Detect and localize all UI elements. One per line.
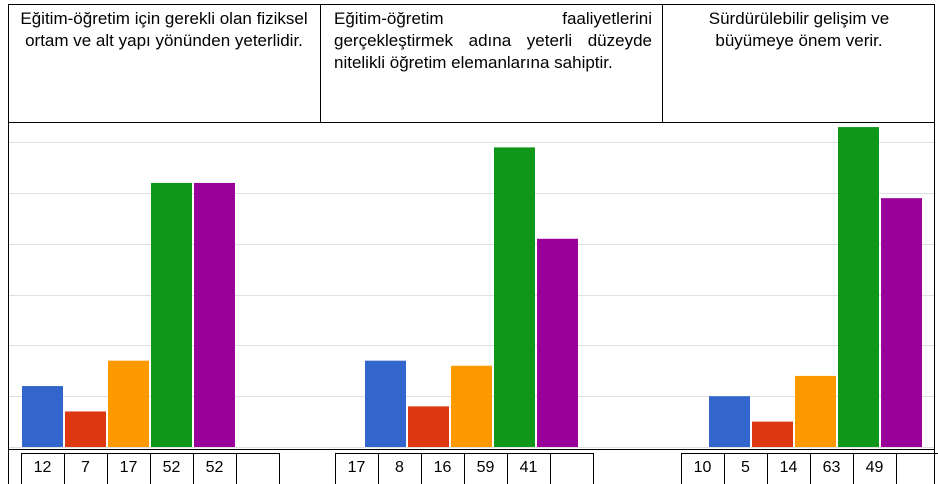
value-label: 7 xyxy=(81,459,90,476)
value-label: 8 xyxy=(395,459,404,476)
bar xyxy=(752,421,793,447)
value-box xyxy=(236,453,280,484)
value-label: 49 xyxy=(866,459,884,476)
bar xyxy=(451,365,492,447)
value-label: 16 xyxy=(434,459,452,476)
bar xyxy=(365,360,406,447)
value-label: 12 xyxy=(34,459,52,476)
bar xyxy=(408,406,449,447)
table-border xyxy=(8,4,935,484)
bar xyxy=(194,182,235,447)
header-cell: Eğitim-öğretim için gerekli olan fizikse… xyxy=(20,9,308,50)
bar xyxy=(151,182,192,447)
value-label: 17 xyxy=(348,459,366,476)
value-box xyxy=(550,453,594,484)
bar xyxy=(709,396,750,447)
bar xyxy=(537,238,578,447)
value-label: 41 xyxy=(520,459,538,476)
value-label: 52 xyxy=(163,459,181,476)
bar xyxy=(795,375,836,447)
value-label: 52 xyxy=(206,459,224,476)
value-label: 10 xyxy=(694,459,712,476)
value-label: 5 xyxy=(741,459,750,476)
bar xyxy=(65,411,106,447)
value-label: 17 xyxy=(120,459,138,476)
bar xyxy=(108,360,149,447)
bar xyxy=(494,147,535,447)
value-label: 63 xyxy=(823,459,841,476)
value-label: 14 xyxy=(780,459,798,476)
bar xyxy=(881,198,922,447)
value-box xyxy=(896,453,938,484)
bar xyxy=(22,386,63,447)
value-label: 59 xyxy=(477,459,495,476)
header-cell: Sürdürülebilir gelişim ve büyümeye önem … xyxy=(708,9,890,50)
bar xyxy=(838,127,879,447)
header-cell: Eğitim-öğretim faaliyetlerini gerçekleşt… xyxy=(334,9,652,72)
